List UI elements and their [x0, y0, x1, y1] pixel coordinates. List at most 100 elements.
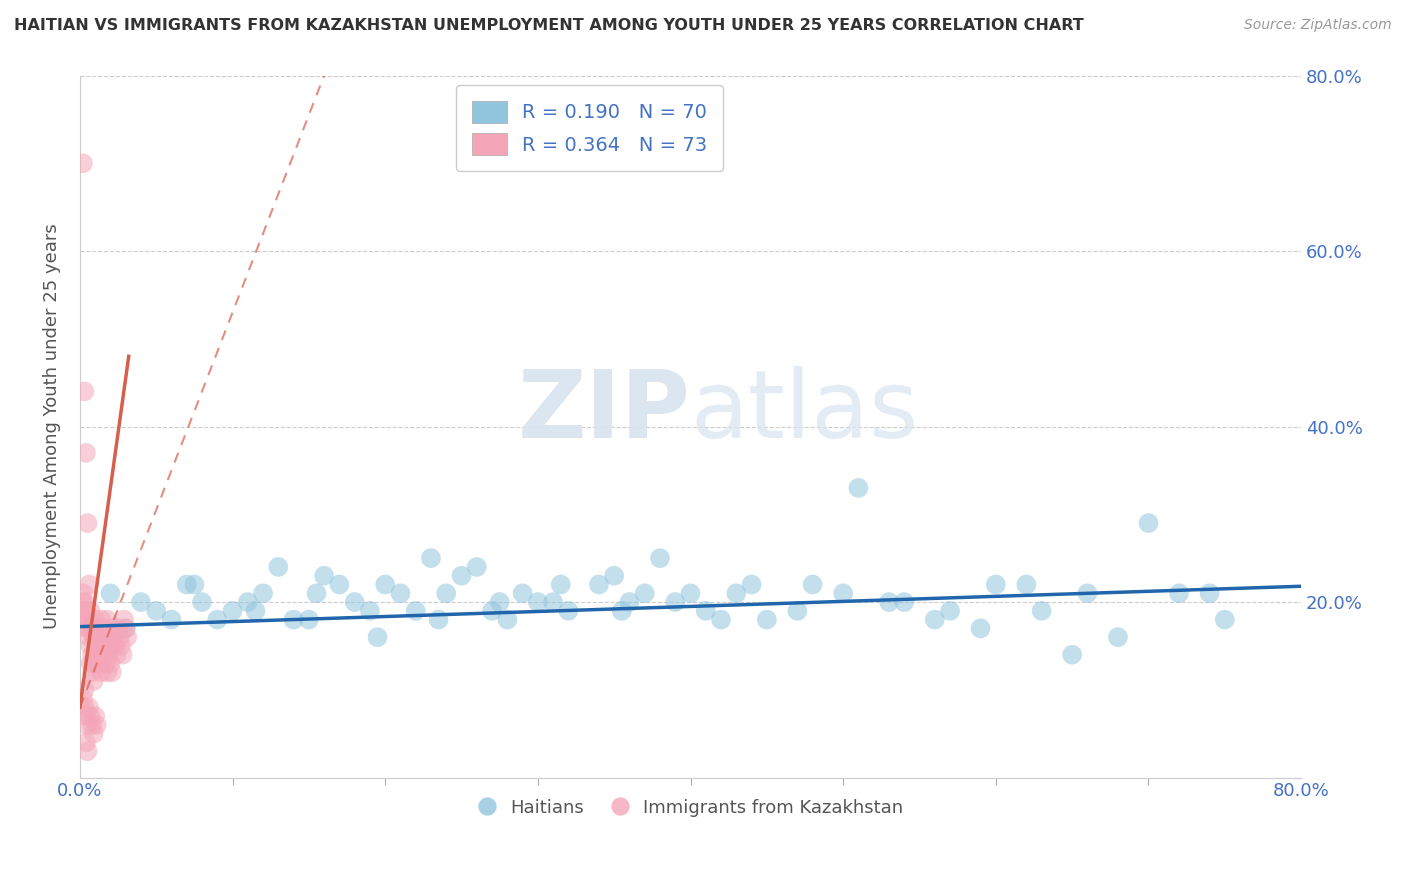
Point	[374, 577, 396, 591]
Point	[93, 648, 115, 662]
Point	[848, 481, 870, 495]
Point	[298, 613, 321, 627]
Point	[86, 639, 108, 653]
Point	[1213, 613, 1236, 627]
Point	[488, 595, 510, 609]
Text: atlas: atlas	[690, 367, 918, 458]
Point	[83, 657, 105, 671]
Point	[115, 630, 138, 644]
Point	[75, 709, 97, 723]
Point	[100, 639, 122, 653]
Point	[924, 613, 946, 627]
Point	[96, 613, 118, 627]
Point	[389, 586, 412, 600]
Point	[73, 595, 96, 609]
Point	[79, 657, 101, 671]
Point	[634, 586, 657, 600]
Point	[550, 577, 572, 591]
Point	[75, 604, 97, 618]
Point	[969, 621, 991, 635]
Point	[108, 630, 131, 644]
Point	[496, 613, 519, 627]
Point	[1168, 586, 1191, 600]
Text: ZIP: ZIP	[517, 367, 690, 458]
Point	[90, 613, 112, 627]
Point	[1137, 516, 1160, 530]
Point	[588, 577, 610, 591]
Point	[72, 586, 94, 600]
Point	[101, 621, 124, 635]
Point	[79, 639, 101, 653]
Point	[76, 516, 98, 530]
Point	[97, 630, 120, 644]
Point	[420, 551, 443, 566]
Point	[481, 604, 503, 618]
Point	[160, 613, 183, 627]
Legend: Haitians, Immigrants from Kazakhstan: Haitians, Immigrants from Kazakhstan	[470, 792, 911, 825]
Point	[786, 604, 808, 618]
Point	[84, 648, 107, 662]
Point	[183, 577, 205, 591]
Point	[725, 586, 748, 600]
Point	[87, 630, 110, 644]
Point	[72, 691, 94, 706]
Point	[75, 735, 97, 749]
Point	[77, 577, 100, 591]
Point	[77, 630, 100, 644]
Point	[619, 595, 641, 609]
Point	[90, 665, 112, 680]
Y-axis label: Unemployment Among Youth under 25 years: Unemployment Among Youth under 25 years	[44, 224, 60, 630]
Point	[111, 648, 134, 662]
Point	[207, 613, 229, 627]
Point	[1015, 577, 1038, 591]
Point	[100, 657, 122, 671]
Point	[710, 613, 733, 627]
Point	[80, 648, 103, 662]
Point	[679, 586, 702, 600]
Point	[145, 604, 167, 618]
Point	[83, 673, 105, 688]
Point	[76, 718, 98, 732]
Point	[84, 709, 107, 723]
Point	[76, 613, 98, 627]
Point	[110, 639, 132, 653]
Point	[84, 630, 107, 644]
Point	[114, 621, 136, 635]
Point	[94, 639, 117, 653]
Point	[72, 595, 94, 609]
Point	[73, 682, 96, 697]
Point	[1198, 586, 1220, 600]
Point	[283, 613, 305, 627]
Point	[267, 560, 290, 574]
Point	[252, 586, 274, 600]
Point	[695, 604, 717, 618]
Point	[73, 604, 96, 618]
Point	[359, 604, 381, 618]
Point	[107, 621, 129, 635]
Point	[73, 700, 96, 714]
Point	[755, 613, 778, 627]
Point	[465, 560, 488, 574]
Point	[512, 586, 534, 600]
Point	[984, 577, 1007, 591]
Text: HAITIAN VS IMMIGRANTS FROM KAZAKHSTAN UNEMPLOYMENT AMONG YOUTH UNDER 25 YEARS CO: HAITIAN VS IMMIGRANTS FROM KAZAKHSTAN UN…	[14, 18, 1084, 33]
Point	[86, 718, 108, 732]
Point	[221, 604, 243, 618]
Point	[76, 744, 98, 758]
Point	[343, 595, 366, 609]
Point	[939, 604, 962, 618]
Point	[83, 630, 105, 644]
Point	[83, 727, 105, 741]
Point	[93, 630, 115, 644]
Point	[527, 595, 550, 609]
Point	[77, 621, 100, 635]
Point	[893, 595, 915, 609]
Point	[86, 657, 108, 671]
Point	[114, 621, 136, 635]
Point	[112, 613, 135, 627]
Point	[73, 384, 96, 399]
Point	[1031, 604, 1053, 618]
Point	[91, 639, 114, 653]
Point	[176, 577, 198, 591]
Point	[129, 595, 152, 609]
